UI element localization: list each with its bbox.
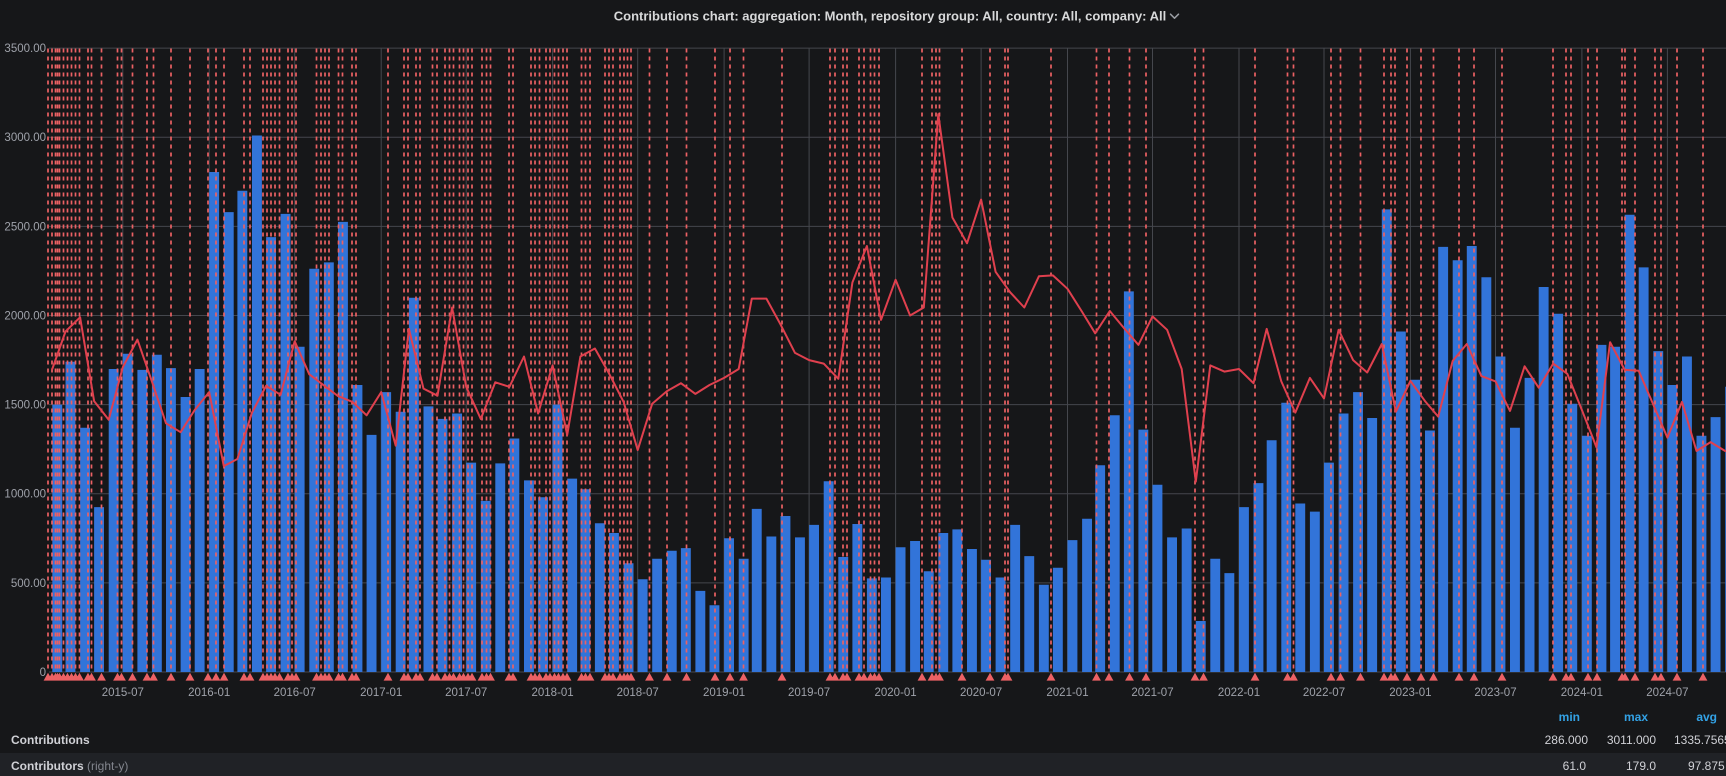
- svg-text:avg: avg: [1696, 710, 1717, 724]
- svg-text:2015-07: 2015-07: [102, 687, 144, 699]
- svg-text:3011.000: 3011.000: [1607, 733, 1656, 747]
- svg-text:2023-01: 2023-01: [1389, 687, 1431, 699]
- svg-text:2021-01: 2021-01: [1046, 687, 1088, 699]
- svg-text:2021-07: 2021-07: [1131, 687, 1173, 699]
- svg-text:Contributions: Contributions: [11, 733, 90, 747]
- svg-text:2020-07: 2020-07: [960, 687, 1002, 699]
- svg-text:2024-07: 2024-07: [1646, 687, 1688, 699]
- svg-text:2017-01: 2017-01: [360, 687, 402, 699]
- svg-text:2022-07: 2022-07: [1303, 687, 1345, 699]
- svg-text:2022-01: 2022-01: [1218, 687, 1260, 699]
- svg-text:2019-07: 2019-07: [788, 687, 830, 699]
- svg-text:2020-01: 2020-01: [874, 687, 916, 699]
- svg-text:2018-07: 2018-07: [617, 687, 659, 699]
- svg-text:2016-07: 2016-07: [274, 687, 316, 699]
- svg-text:Contributions chart: aggregati: Contributions chart: aggregation: Month,…: [614, 9, 1167, 24]
- svg-text:Contributors (right-y): Contributors (right-y): [11, 759, 128, 773]
- svg-text:0: 0: [40, 667, 46, 679]
- svg-text:179.0: 179.0: [1626, 759, 1656, 773]
- svg-text:2500.00: 2500.00: [4, 221, 46, 233]
- svg-text:1500.00: 1500.00: [4, 400, 46, 412]
- svg-text:2024-01: 2024-01: [1561, 687, 1603, 699]
- svg-text:2019-01: 2019-01: [703, 687, 745, 699]
- svg-text:500.00: 500.00: [11, 578, 46, 590]
- svg-text:2000.00: 2000.00: [4, 311, 46, 323]
- svg-text:3000.00: 3000.00: [4, 132, 46, 144]
- svg-text:61.0: 61.0: [1563, 759, 1587, 773]
- svg-text:97.875: 97.875: [1688, 759, 1725, 773]
- svg-text:1000.00: 1000.00: [4, 489, 46, 501]
- svg-text:1335.7565: 1335.7565: [1674, 733, 1726, 747]
- svg-text:2018-01: 2018-01: [531, 687, 573, 699]
- svg-text:3500.00: 3500.00: [4, 43, 46, 55]
- svg-text:286.000: 286.000: [1545, 733, 1589, 747]
- svg-text:2017-07: 2017-07: [445, 687, 487, 699]
- svg-text:max: max: [1624, 710, 1648, 724]
- svg-text:2023-07: 2023-07: [1474, 687, 1516, 699]
- svg-text:2016-01: 2016-01: [188, 687, 230, 699]
- svg-text:min: min: [1559, 710, 1580, 724]
